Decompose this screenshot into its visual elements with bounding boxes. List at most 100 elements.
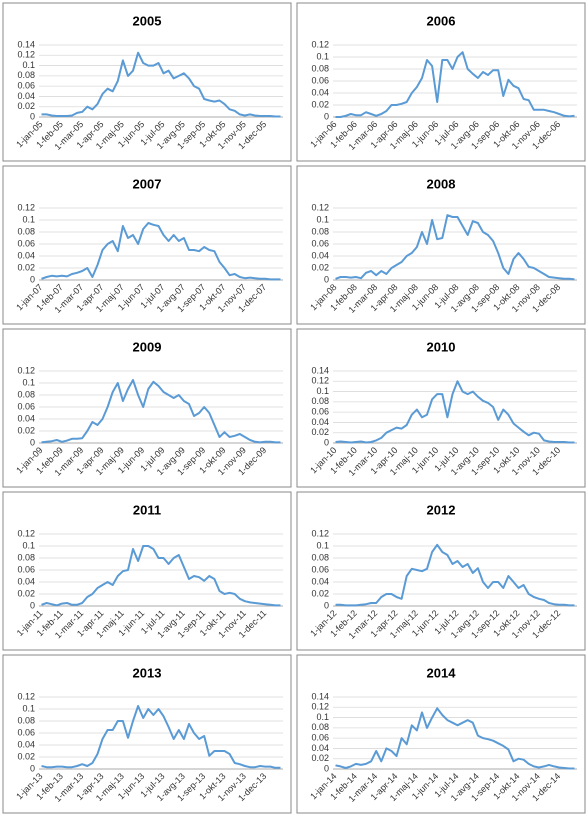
y-tick-label: 0.06	[17, 238, 35, 248]
y-tick-label: 0.04	[311, 250, 329, 260]
y-tick-label: 0	[30, 600, 35, 610]
y-tick-label: 0.04	[311, 87, 329, 97]
y-tick-label: 0.02	[17, 588, 35, 598]
y-tick-label: 0.1	[316, 51, 329, 61]
y-tick-label: 0.08	[311, 552, 329, 562]
y-tick-label: 0.04	[311, 743, 329, 753]
y-tick-label: 0.08	[17, 70, 35, 80]
y-tick-label: 0.12	[311, 202, 329, 212]
data-line	[41, 379, 281, 444]
y-tick-label: 0	[324, 437, 329, 447]
panel-border	[2, 328, 292, 488]
y-tick-label: 0.1	[316, 540, 329, 550]
y-tick-label: 0	[30, 274, 35, 284]
panel-border	[296, 654, 586, 814]
chart-title: 2009	[133, 339, 162, 354]
chart-title: 2012	[427, 502, 456, 517]
y-tick-label: 0.12	[17, 365, 35, 375]
y-tick-label: 0.12	[311, 39, 329, 49]
y-tick-label: 0.08	[311, 63, 329, 73]
panel-border	[2, 654, 292, 814]
y-tick-label: 0.04	[311, 417, 329, 427]
data-line	[335, 51, 575, 118]
y-tick-label: 0.1	[316, 712, 329, 722]
panel-border	[296, 328, 586, 488]
y-tick-label: 0.04	[17, 413, 35, 423]
y-tick-label: 0.04	[17, 91, 35, 101]
chart-title: 2005	[133, 13, 162, 28]
y-tick-label: 0	[324, 274, 329, 284]
y-tick-label: 0.08	[17, 389, 35, 399]
data-line	[41, 222, 281, 281]
y-tick-label: 0.12	[17, 528, 35, 538]
data-line	[335, 543, 575, 607]
panel-border	[296, 491, 586, 651]
chart-title: 2007	[133, 176, 162, 191]
y-tick-label: 0.1	[22, 540, 35, 550]
y-tick-label: 0.08	[311, 722, 329, 732]
y-tick-label: 0.02	[17, 751, 35, 761]
data-line	[41, 51, 281, 118]
y-tick-label: 0.12	[17, 691, 35, 701]
y-tick-label: 0.02	[17, 101, 35, 111]
data-line	[41, 545, 281, 607]
y-tick-label: 0.04	[17, 739, 35, 749]
chart-title: 2013	[133, 665, 162, 680]
y-tick-label: 0	[324, 111, 329, 121]
y-tick-label: 0.06	[311, 238, 329, 248]
y-tick-label: 0.1	[316, 386, 329, 396]
y-tick-label: 0.08	[17, 715, 35, 725]
chart-title: 2006	[427, 13, 456, 28]
y-tick-label: 0.1	[22, 60, 35, 70]
y-tick-label: 0.12	[17, 202, 35, 212]
y-tick-label: 0.02	[311, 427, 329, 437]
y-tick-label: 0.14	[17, 39, 35, 49]
panel-border	[296, 2, 586, 162]
y-tick-label: 0.02	[311, 262, 329, 272]
data-line	[335, 380, 575, 444]
panel-border	[296, 165, 586, 325]
data-line	[335, 214, 575, 281]
panel-border	[2, 165, 292, 325]
chart-title: 2008	[427, 176, 456, 191]
panel-border	[2, 2, 292, 162]
y-tick-label: 0	[30, 763, 35, 773]
y-tick-label: 0	[30, 111, 35, 121]
y-tick-label: 0.06	[17, 564, 35, 574]
data-line	[335, 707, 575, 770]
y-tick-label: 0.06	[311, 733, 329, 743]
panel-border	[2, 491, 292, 651]
y-tick-label: 0.08	[311, 396, 329, 406]
y-tick-label: 0.08	[17, 226, 35, 236]
y-tick-label: 0.02	[17, 262, 35, 272]
y-tick-label: 0.1	[22, 703, 35, 713]
y-tick-label: 0.08	[311, 226, 329, 236]
y-tick-label: 0.06	[17, 401, 35, 411]
chart-title: 2010	[427, 339, 456, 354]
y-tick-label: 0.06	[311, 564, 329, 574]
y-tick-label: 0	[324, 763, 329, 773]
y-tick-label: 0.12	[311, 376, 329, 386]
y-tick-label: 0.04	[311, 576, 329, 586]
chart-title: 2011	[133, 502, 161, 517]
y-tick-label: 0.02	[311, 99, 329, 109]
chart-title: 2014	[427, 665, 457, 680]
y-tick-label: 0.08	[17, 552, 35, 562]
data-line	[41, 705, 281, 769]
y-tick-label: 0	[30, 437, 35, 447]
y-tick-label: 0.04	[17, 576, 35, 586]
y-tick-label: 0.06	[17, 81, 35, 91]
y-tick-label: 0.02	[311, 588, 329, 598]
y-tick-label: 0.12	[311, 702, 329, 712]
y-tick-label: 0.02	[17, 425, 35, 435]
y-tick-label: 0.1	[316, 214, 329, 224]
y-tick-label: 0.14	[311, 365, 329, 375]
y-tick-label: 0.12	[17, 50, 35, 60]
y-tick-label: 0.02	[311, 753, 329, 763]
y-tick-label: 0.14	[311, 691, 329, 701]
y-tick-label: 0	[324, 600, 329, 610]
y-tick-label: 0.1	[22, 377, 35, 387]
y-tick-label: 0.04	[17, 250, 35, 260]
y-tick-label: 0.06	[17, 727, 35, 737]
